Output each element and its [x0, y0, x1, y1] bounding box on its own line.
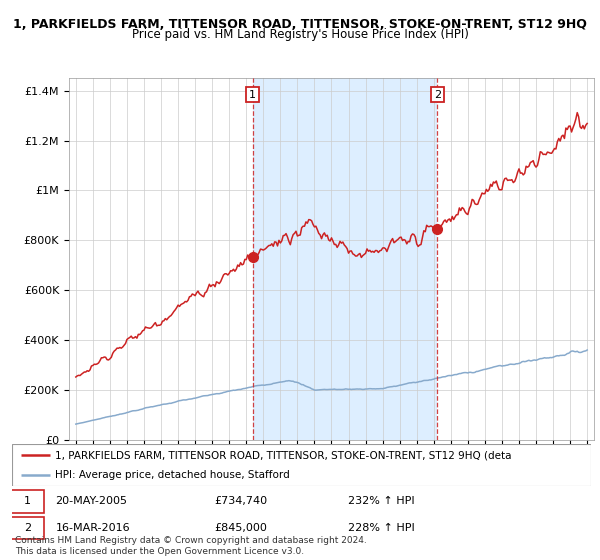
Text: 16-MAR-2016: 16-MAR-2016	[55, 523, 130, 533]
Text: 20-MAY-2005: 20-MAY-2005	[55, 496, 127, 506]
Text: 1, PARKFIELDS FARM, TITTENSOR ROAD, TITTENSOR, STOKE-ON-TRENT, ST12 9HQ: 1, PARKFIELDS FARM, TITTENSOR ROAD, TITT…	[13, 18, 587, 31]
Bar	[253, 78, 437, 440]
Text: 1: 1	[249, 90, 256, 100]
Text: Price paid vs. HM Land Registry's House Price Index (HPI): Price paid vs. HM Land Registry's House …	[131, 28, 469, 41]
Text: 2: 2	[434, 90, 441, 100]
Text: £734,740: £734,740	[215, 496, 268, 506]
Text: £845,000: £845,000	[215, 523, 268, 533]
FancyBboxPatch shape	[11, 490, 44, 512]
Text: 1, PARKFIELDS FARM, TITTENSOR ROAD, TITTENSOR, STOKE-ON-TRENT, ST12 9HQ (deta: 1, PARKFIELDS FARM, TITTENSOR ROAD, TITT…	[55, 450, 512, 460]
Text: HPI: Average price, detached house, Stafford: HPI: Average price, detached house, Staf…	[55, 470, 290, 480]
Text: 228% ↑ HPI: 228% ↑ HPI	[348, 523, 415, 533]
FancyBboxPatch shape	[11, 517, 44, 539]
Text: 232% ↑ HPI: 232% ↑ HPI	[348, 496, 415, 506]
Text: 1: 1	[24, 496, 31, 506]
Text: Contains HM Land Registry data © Crown copyright and database right 2024.
This d: Contains HM Land Registry data © Crown c…	[15, 536, 367, 556]
FancyBboxPatch shape	[12, 444, 591, 486]
Text: 2: 2	[24, 523, 31, 533]
